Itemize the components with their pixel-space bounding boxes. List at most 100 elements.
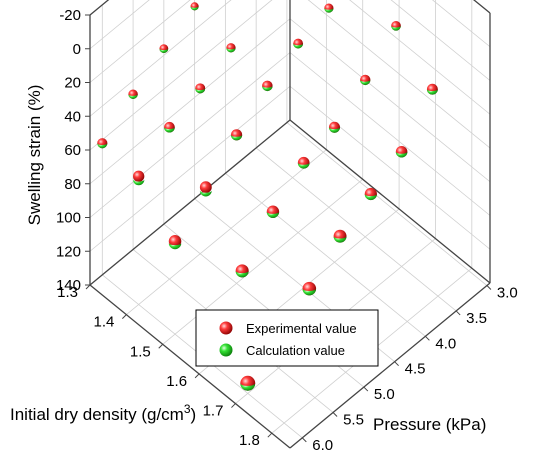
- calculation-point: [266, 211, 280, 218]
- calculation-point-wrap: [164, 127, 175, 133]
- data-point-pair: [333, 229, 347, 243]
- calculation-point-wrap: [364, 193, 377, 201]
- calculation-point-wrap: [324, 8, 334, 13]
- z-tick-label: 120: [56, 243, 81, 260]
- calculation-point: [199, 190, 212, 197]
- x-tick-label: 1.5: [130, 343, 151, 360]
- data-point-pair: [230, 129, 243, 141]
- y-tick-label: 4.0: [435, 335, 456, 352]
- data-point-pair: [226, 43, 236, 53]
- grid-line-right-wall-z: [473, 0, 491, 14]
- calculation-point-wrap: [230, 134, 243, 141]
- legend-label-experimental: Experimental value: [246, 321, 357, 336]
- experimental-point: [133, 170, 145, 182]
- legend-marker-experimental: [219, 321, 233, 335]
- calculation-point: [395, 151, 408, 158]
- z-tick-label: 80: [64, 176, 81, 193]
- data-point-pair: [266, 205, 280, 218]
- x-axis-title-main: Initial dry density (g/cm: [10, 405, 184, 424]
- grid-line-left-wall-z: [89, 18, 291, 185]
- grid-line-right-wall-z: [390, 0, 491, 81]
- z-tick-label: 0: [73, 41, 81, 58]
- calculation-point-wrap: [168, 242, 182, 250]
- data-point-pair: [364, 187, 377, 201]
- calculation-point-wrap: [199, 190, 212, 197]
- calculation-point: [328, 127, 340, 133]
- calculation-point-wrap: [190, 6, 199, 11]
- calculation-point-wrap: [391, 25, 401, 31]
- y-tick-mark: [394, 361, 399, 367]
- y-tick-label: 6.0: [312, 437, 333, 454]
- grid-line-left-wall-z: [89, 0, 273, 151]
- calculation-point-wrap: [297, 162, 310, 169]
- data-point-pair: [199, 181, 212, 197]
- y-tick-mark: [363, 386, 369, 392]
- grid-line-right-wall-z: [289, 52, 491, 216]
- y-tick-label: 5.0: [374, 386, 395, 403]
- data-point-pair: [324, 3, 334, 13]
- data-point-pair: [293, 38, 304, 49]
- calculation-point: [230, 134, 243, 141]
- data-point-pair: [328, 121, 340, 133]
- calculation-point: [190, 6, 199, 11]
- calculation-point: [302, 288, 317, 296]
- frame-edge: [473, 0, 491, 14]
- experimental-point: [168, 235, 182, 248]
- y-tick-mark: [301, 437, 307, 443]
- y-tick-mark: [455, 310, 461, 316]
- calculation-point: [333, 236, 347, 243]
- data-points: [97, 2, 438, 391]
- legend-label-calculation: Calculation value: [246, 343, 345, 358]
- grid-line-right-wall-z: [289, 85, 491, 250]
- grid-line-left-wall-z: [89, 85, 291, 252]
- calculation-point-wrap: [97, 143, 108, 149]
- frame-edge: [289, 282, 491, 449]
- data-point-pair: [302, 281, 317, 296]
- frame-edge: [89, 0, 110, 16]
- calculation-point: [391, 25, 401, 31]
- z-tick-label: 40: [64, 108, 81, 125]
- data-point-pair: [391, 20, 401, 31]
- grid-line-left-wall-z: [89, 0, 232, 117]
- calculation-point-wrap: [128, 94, 138, 99]
- grid-line-floor-pressure: [255, 147, 457, 312]
- data-point-pair: [190, 2, 199, 11]
- x-axis-title: Initial dry density (g/cm3): [10, 402, 196, 424]
- grid-line-right-wall-z: [289, 18, 491, 183]
- data-point-pair: [128, 89, 138, 99]
- x-tick-label: 1.8: [239, 432, 260, 449]
- data-point-pair: [395, 145, 408, 158]
- calculation-point-wrap: [159, 48, 169, 53]
- y-tick-label: 4.5: [405, 361, 426, 378]
- x-tick-label: 1.7: [203, 403, 224, 420]
- calculation-point: [426, 89, 438, 95]
- grid-line-left-wall-z: [89, 52, 291, 218]
- calculation-point: [97, 143, 108, 149]
- grid-line-left-wall-z: [89, 0, 150, 50]
- calculation-point: [235, 270, 249, 278]
- calculation-point: [262, 85, 273, 92]
- calculation-point: [360, 79, 371, 86]
- calculation-point: [128, 94, 138, 99]
- calculation-point-wrap: [240, 383, 256, 391]
- grid-line-left-wall-z: [89, 0, 191, 83]
- calculation-point: [226, 47, 236, 53]
- data-point-pair: [235, 264, 249, 278]
- z-tick-label: 140: [56, 277, 81, 294]
- data-point-pair: [164, 121, 175, 133]
- legend-marker-calculation: [219, 343, 233, 357]
- calculation-point: [133, 179, 145, 186]
- x-tick-mark: [122, 314, 127, 319]
- z-tick-label: -20: [59, 7, 81, 24]
- legend-box: [195, 309, 379, 367]
- calculation-point-wrap: [195, 88, 206, 94]
- z-tick-label: 100: [56, 210, 81, 227]
- y-tick-mark: [332, 412, 338, 417]
- data-point-pair: [168, 235, 182, 250]
- calculation-point: [240, 383, 256, 391]
- calculation-point-wrap: [395, 151, 408, 158]
- frame-edge: [289, 119, 491, 284]
- z-axis-title: Swelling strain (%): [25, 85, 44, 226]
- y-tick-mark: [425, 335, 430, 341]
